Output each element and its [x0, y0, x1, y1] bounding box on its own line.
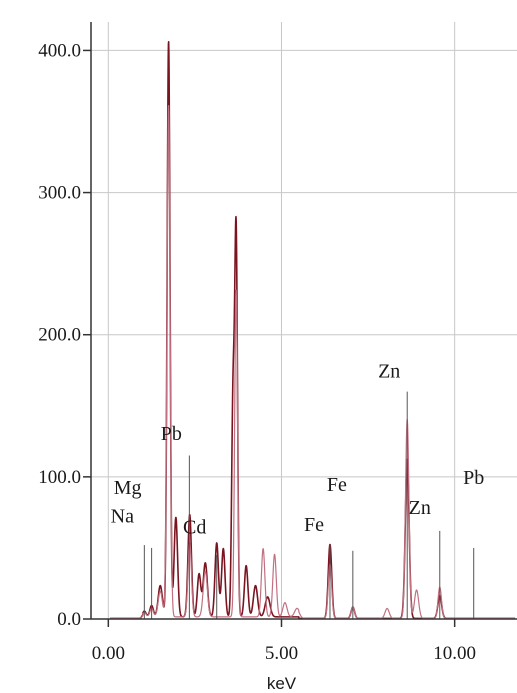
element-label-zn-7: Zn — [409, 497, 431, 519]
y-tick-label-3: 300.0 — [38, 183, 81, 204]
element-marker-lines — [143, 391, 475, 619]
y-tick-label-4: 400.0 — [38, 40, 81, 61]
y-tick-label-0: 0.0 — [57, 609, 81, 630]
y-tick-label-2: 200.0 — [38, 325, 81, 346]
element-label-fe-4: Fe — [304, 514, 324, 536]
element-label-cd-3: Cd — [183, 517, 206, 539]
grid-lines — [91, 22, 517, 619]
y-axis-tick-labels: 0.0 100.0 200.0 300.0 400.0 — [38, 40, 91, 630]
element-label-fe-5: Fe — [327, 474, 347, 496]
x-axis-title: keV — [267, 674, 297, 693]
element-label-na-0: Na — [111, 505, 134, 527]
x-tick-label-2: 10.00 — [433, 643, 476, 664]
element-label-mg-1: Mg — [114, 477, 142, 499]
element-label-pb-2: Pb — [161, 423, 182, 445]
element-label-pb-8: Pb — [463, 467, 484, 489]
element-label-zn-6: Zn — [378, 360, 400, 382]
x-tick-label-1: 5.00 — [265, 643, 298, 664]
x-axis-tick-labels: 0.00 5.00 10.00 — [92, 619, 476, 664]
y-tick-label-1: 100.0 — [38, 467, 81, 488]
x-tick-label-0: 0.00 — [92, 643, 125, 664]
axes — [90, 22, 517, 620]
